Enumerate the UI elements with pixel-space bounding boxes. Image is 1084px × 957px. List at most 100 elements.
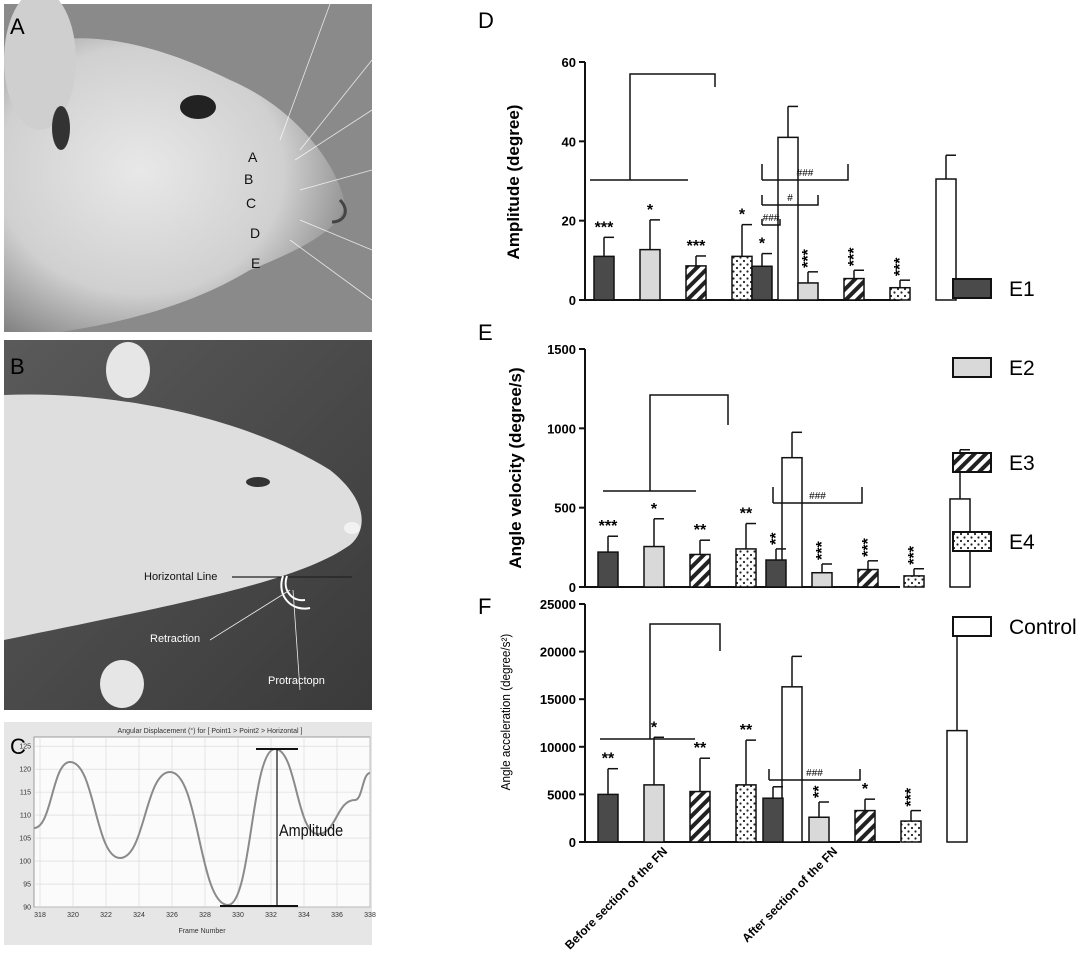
- bar-e4: [889, 286, 911, 301]
- trace-x-tick: 324: [133, 912, 145, 919]
- significance-mark: ***: [595, 219, 614, 236]
- legend-swatch-control: [952, 616, 992, 637]
- hash-bracket: [761, 195, 819, 206]
- bar-e3: [843, 277, 865, 301]
- significance-mark: **: [768, 532, 785, 545]
- trace-y-tick: 115: [20, 790, 31, 797]
- bar-e1: [597, 793, 619, 843]
- bar-e2: [808, 816, 830, 843]
- bar-control: [935, 178, 957, 301]
- comparison-bracket: [649, 623, 721, 739]
- trace-x-tick: 326: [166, 912, 178, 919]
- y-tick-label: 0: [569, 580, 576, 595]
- bar-e3: [685, 265, 707, 301]
- trace-x-tick: 338: [364, 912, 376, 919]
- photo-b-horizontal-label: Horizontal Line: [144, 571, 217, 583]
- bar-e4: [900, 820, 922, 843]
- significance-mark: **: [694, 522, 707, 539]
- panel-label-d: D: [478, 8, 494, 33]
- trace-y-tick: 125: [19, 744, 31, 751]
- significance-mark: *: [862, 781, 869, 798]
- bar-e3: [689, 790, 711, 843]
- group-label-before: Before section of the FN: [562, 844, 670, 952]
- bar-e1: [762, 797, 784, 843]
- significance-mark: **: [694, 740, 707, 757]
- significance-mark: *: [651, 719, 658, 736]
- bar-e1: [597, 551, 619, 588]
- bar-e2: [639, 248, 661, 301]
- photo-a: [4, 0, 373, 333]
- comparison-bracket: [649, 394, 729, 491]
- chart-angle-acceleration: Angle acceleration (degree/s²) 0 5000 1000…: [498, 597, 968, 850]
- legend: E1 E2 E3 E4 Control: [952, 278, 1077, 639]
- bar-e2: [797, 282, 819, 301]
- trace-y-tick: 90: [23, 905, 31, 912]
- significance-mark: ***: [906, 545, 923, 564]
- legend-label: E2: [1009, 357, 1035, 380]
- legend-swatch-e1: [952, 278, 992, 299]
- y-tick-label: 25000: [540, 597, 576, 612]
- hash-bracket: [772, 487, 863, 504]
- trace-x-tick: 334: [298, 912, 310, 919]
- photo-b-retraction-label: Retraction: [150, 633, 200, 645]
- trace-x-tick: 318: [34, 912, 46, 919]
- bar-e4: [735, 784, 757, 843]
- significance-mark: **: [740, 722, 753, 739]
- y-tick-label: 20: [562, 214, 576, 229]
- trace-y-tick: 120: [19, 767, 31, 774]
- hash-label: #: [787, 193, 793, 204]
- group-label-after: After section of the FN: [739, 844, 840, 945]
- photo-a-row-label: B: [244, 171, 253, 187]
- trace-line: [33, 747, 371, 907]
- significance-mark: ***: [892, 257, 909, 276]
- trace-y-tick: 110: [20, 813, 31, 820]
- significance-mark: *: [759, 236, 766, 253]
- bar-e2: [643, 545, 665, 588]
- panel-label-f: F: [478, 594, 491, 619]
- trace-x-tick: 330: [232, 912, 244, 919]
- significance-mark: **: [740, 506, 753, 523]
- y-tick-label: 60: [562, 55, 576, 70]
- significance-mark: ***: [800, 248, 817, 267]
- hash-label: ###: [806, 768, 823, 779]
- hash-label: ###: [797, 168, 814, 179]
- panel-label-b: B: [10, 354, 25, 379]
- bar-e2: [811, 571, 833, 588]
- photo-a-row-label: E: [251, 255, 260, 271]
- trace-title: Angular Displacement (°) for [ Point1 > …: [118, 727, 303, 735]
- significance-mark: ***: [687, 238, 706, 255]
- photo-b-protraction-label: Protractopn: [268, 675, 325, 687]
- y-tick-label: 1500: [547, 342, 576, 357]
- bar-e1: [751, 265, 773, 301]
- y-tick-label: 40: [562, 134, 576, 149]
- panel-label-a: A: [10, 14, 25, 39]
- significance-mark: ***: [599, 518, 618, 535]
- y-tick-label: 10000: [540, 740, 576, 755]
- legend-label: Control: [1009, 616, 1077, 639]
- bar-e2: [643, 784, 665, 843]
- significance-mark: *: [647, 202, 654, 219]
- y-tick-label: 0: [569, 293, 576, 308]
- bar-e3: [857, 568, 879, 588]
- legend-swatch-e3: [952, 452, 992, 473]
- chart-f-ylabel: Angle acceleration (degree/s²): [498, 634, 513, 791]
- amplitude-annotation: Amplitude: [279, 822, 343, 840]
- bar-control: [781, 686, 803, 843]
- bar-control: [777, 136, 799, 301]
- legend-label: E4: [1009, 531, 1035, 554]
- significance-mark: ***: [903, 787, 920, 806]
- chart-d-ylabel: Amplitude (degree): [504, 105, 523, 260]
- panel-label-e: E: [478, 320, 493, 345]
- chart-e-ylabel: Angle velocity (degree/s): [506, 367, 525, 568]
- bar-e1: [765, 559, 787, 588]
- trace-x-tick: 336: [331, 912, 343, 919]
- hash-bracket: [768, 769, 861, 781]
- legend-label: E3: [1009, 452, 1035, 475]
- trace-x-tick: 328: [199, 912, 211, 919]
- bar-e4: [903, 575, 925, 588]
- significance-mark: ***: [846, 247, 863, 266]
- panel-label-c: C: [10, 734, 26, 759]
- legend-swatch-e2: [952, 357, 992, 378]
